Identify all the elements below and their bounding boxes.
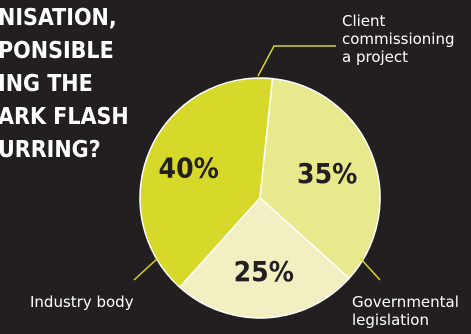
leader-line [359, 257, 381, 281]
value-label-client: 40% [159, 151, 219, 184]
headline-line: ING THE [0, 71, 93, 97]
leader-line [257, 45, 336, 77]
leader-line [133, 257, 159, 281]
slice-label-industry: Industry body [30, 293, 134, 311]
headline-line: NISATION, [0, 5, 117, 31]
value-label-government: 35% [297, 157, 357, 190]
headline-line: PONSIBLE [0, 38, 114, 64]
question-headline: NISATION, PONSIBLE ING THE ARK FLASH URR… [0, 2, 129, 167]
value-label-industry: 25% [234, 255, 294, 288]
slice-label-line: legislation [352, 311, 429, 329]
value-labels: 40% 35% 25% [159, 151, 358, 288]
leader-lines [133, 45, 381, 281]
pie-slice-industry [178, 196, 351, 319]
headline-line: URRING? [0, 137, 101, 163]
slice-label-line: Client [342, 12, 386, 30]
pie-slice-government [259, 77, 381, 280]
headline-line: ARK FLASH [0, 104, 129, 130]
pie-slices [139, 77, 381, 319]
slice-label-line: commissioning [342, 30, 455, 48]
pie-slice-client [139, 77, 274, 289]
slice-label-government: Governmental legislation [352, 293, 459, 329]
slice-label-line: Governmental [352, 293, 459, 311]
slice-label-line: a project [342, 48, 409, 66]
slice-label-client: Client commissioning a project [342, 12, 455, 66]
slice-label-line: Industry body [30, 293, 134, 311]
